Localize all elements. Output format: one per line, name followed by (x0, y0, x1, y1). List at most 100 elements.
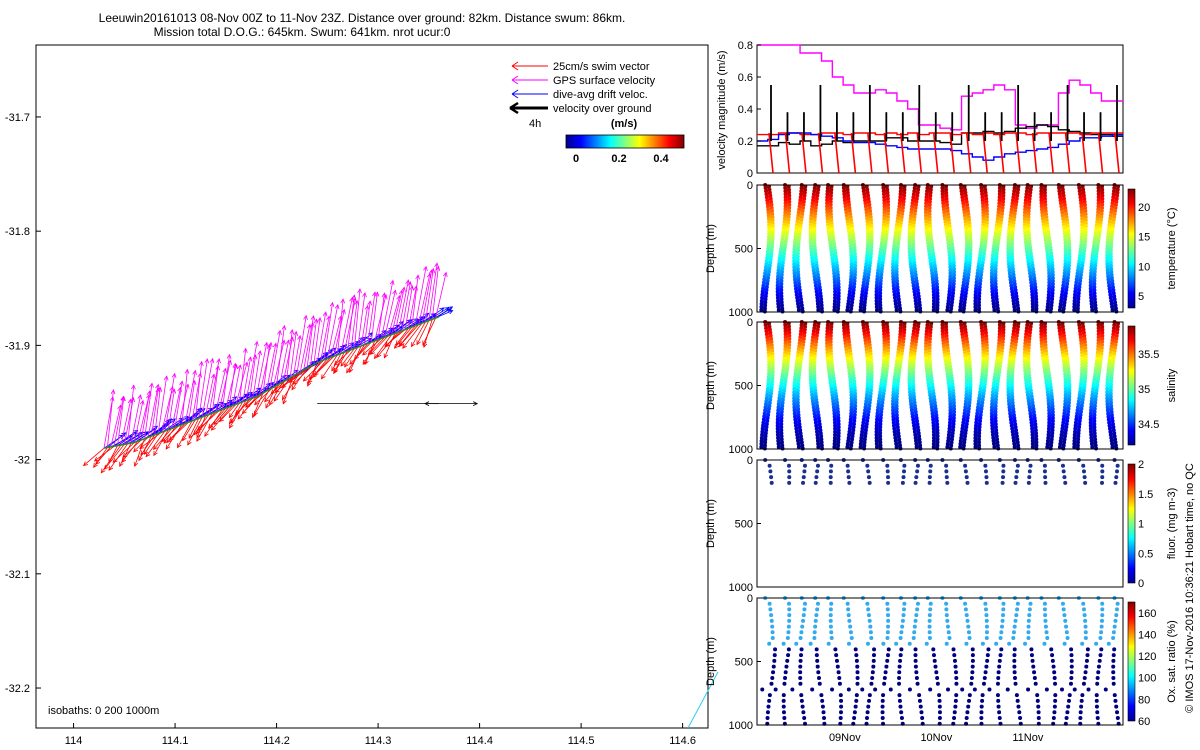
salinity-point (1075, 446, 1080, 451)
temperature-point (994, 257, 999, 262)
salinity-point (998, 358, 1003, 363)
temperature-point (1006, 237, 1011, 242)
temperature-point (810, 256, 815, 261)
temperature-point (1115, 193, 1120, 198)
temperature-point (875, 271, 880, 276)
fluorescence-point (787, 480, 792, 485)
salinity-point (1010, 373, 1015, 378)
salinity-point (984, 367, 989, 372)
temperature-point (1078, 250, 1083, 255)
temperature-point (1008, 274, 1013, 279)
swim-vector-head (346, 368, 351, 374)
salinity-point (808, 365, 813, 370)
temperature-point (907, 247, 912, 252)
temperature-point (864, 213, 869, 218)
salinity-point (815, 330, 820, 335)
salinity-point (996, 376, 1001, 381)
fluorescence-colorbar-tick: 1 (1138, 519, 1144, 531)
velocity-red-spike (883, 132, 890, 174)
salinity-point (898, 361, 903, 366)
gps-velocity-vector (313, 316, 322, 365)
temperature-point (977, 309, 982, 314)
salinity-point (1110, 335, 1115, 340)
temperature-point (1080, 263, 1085, 268)
salinity-points (759, 320, 1121, 451)
salinity-point (891, 402, 896, 407)
salinity-point (776, 444, 781, 449)
temperature-point (860, 289, 865, 294)
swim-vector-shaft (395, 328, 409, 345)
temperature-point (766, 247, 771, 252)
oxygen-point (770, 630, 775, 635)
temperature-point (1033, 291, 1038, 296)
salinity-point (990, 399, 995, 404)
salinity-point (1028, 382, 1033, 387)
oxygen-point (769, 618, 774, 623)
temperature-point (792, 243, 797, 248)
oxygen-point (799, 630, 804, 635)
temperature-point (850, 227, 855, 232)
salinity-point (1050, 431, 1055, 436)
salinity-point (912, 429, 917, 434)
salinity-point (1096, 347, 1101, 352)
temperature-point (1010, 254, 1015, 259)
salinity-point (1010, 364, 1015, 369)
temperature-point (853, 263, 858, 268)
salinity-point (935, 446, 940, 451)
fluorescence-point (1014, 475, 1019, 480)
salinity-point (1034, 434, 1039, 439)
colorbar-tick-2: 0.4 (653, 153, 669, 165)
salinity-point (865, 362, 870, 367)
temperature-point (1098, 221, 1103, 226)
temperature-point (1025, 186, 1030, 191)
temperature-point (976, 265, 981, 270)
gps-velocity-vector (157, 375, 169, 434)
salinity-point (1001, 327, 1006, 332)
gps-velocity-vector-shaft (381, 280, 394, 339)
salinity-point (828, 342, 833, 347)
temperature-point (815, 298, 820, 303)
temperature-point (783, 186, 788, 191)
salinity-point (809, 350, 814, 355)
salinity-point (981, 391, 986, 396)
salinity-point (1105, 390, 1110, 395)
temperature-point (1096, 198, 1101, 203)
temperature-point (990, 265, 995, 270)
salinity-point (1031, 403, 1036, 408)
temperature-point (764, 291, 769, 296)
temperature-point (943, 222, 948, 227)
salinity-point (765, 387, 770, 392)
gps-velocity-vector-shaft (259, 342, 272, 395)
temperature-point (846, 228, 851, 233)
salinity-point (880, 397, 885, 402)
salinity-point (935, 422, 940, 427)
salinity-point (913, 432, 918, 437)
temperature-point (760, 292, 765, 297)
temperature-point (908, 219, 913, 224)
temperature-point (865, 250, 870, 255)
temperature-point (1010, 204, 1015, 209)
salinity-point (960, 332, 965, 337)
salinity-point (907, 374, 912, 379)
salinity-point (994, 394, 999, 399)
salinity-point (785, 367, 790, 372)
temperature-point (1105, 250, 1110, 255)
temperature-point (983, 236, 988, 241)
salinity-point (991, 387, 996, 392)
temperature-point (1081, 187, 1086, 192)
temperature-point (993, 282, 998, 287)
gps-velocity-vector-shaft (147, 384, 159, 438)
salinity-point (931, 423, 936, 428)
gps-velocity-vector-head (392, 289, 397, 295)
salinity-point (797, 370, 802, 375)
temperature-point (994, 251, 999, 256)
swim-vector (307, 358, 328, 384)
salinity-point (1072, 432, 1077, 437)
temperature-point (777, 256, 782, 261)
gps-velocity-vector-shaft (286, 329, 293, 380)
salinity-point (1100, 336, 1105, 341)
temperature-point (815, 301, 820, 306)
salinity-point (1040, 353, 1045, 358)
salinity-point (826, 359, 831, 364)
temperature-point (1090, 259, 1095, 264)
